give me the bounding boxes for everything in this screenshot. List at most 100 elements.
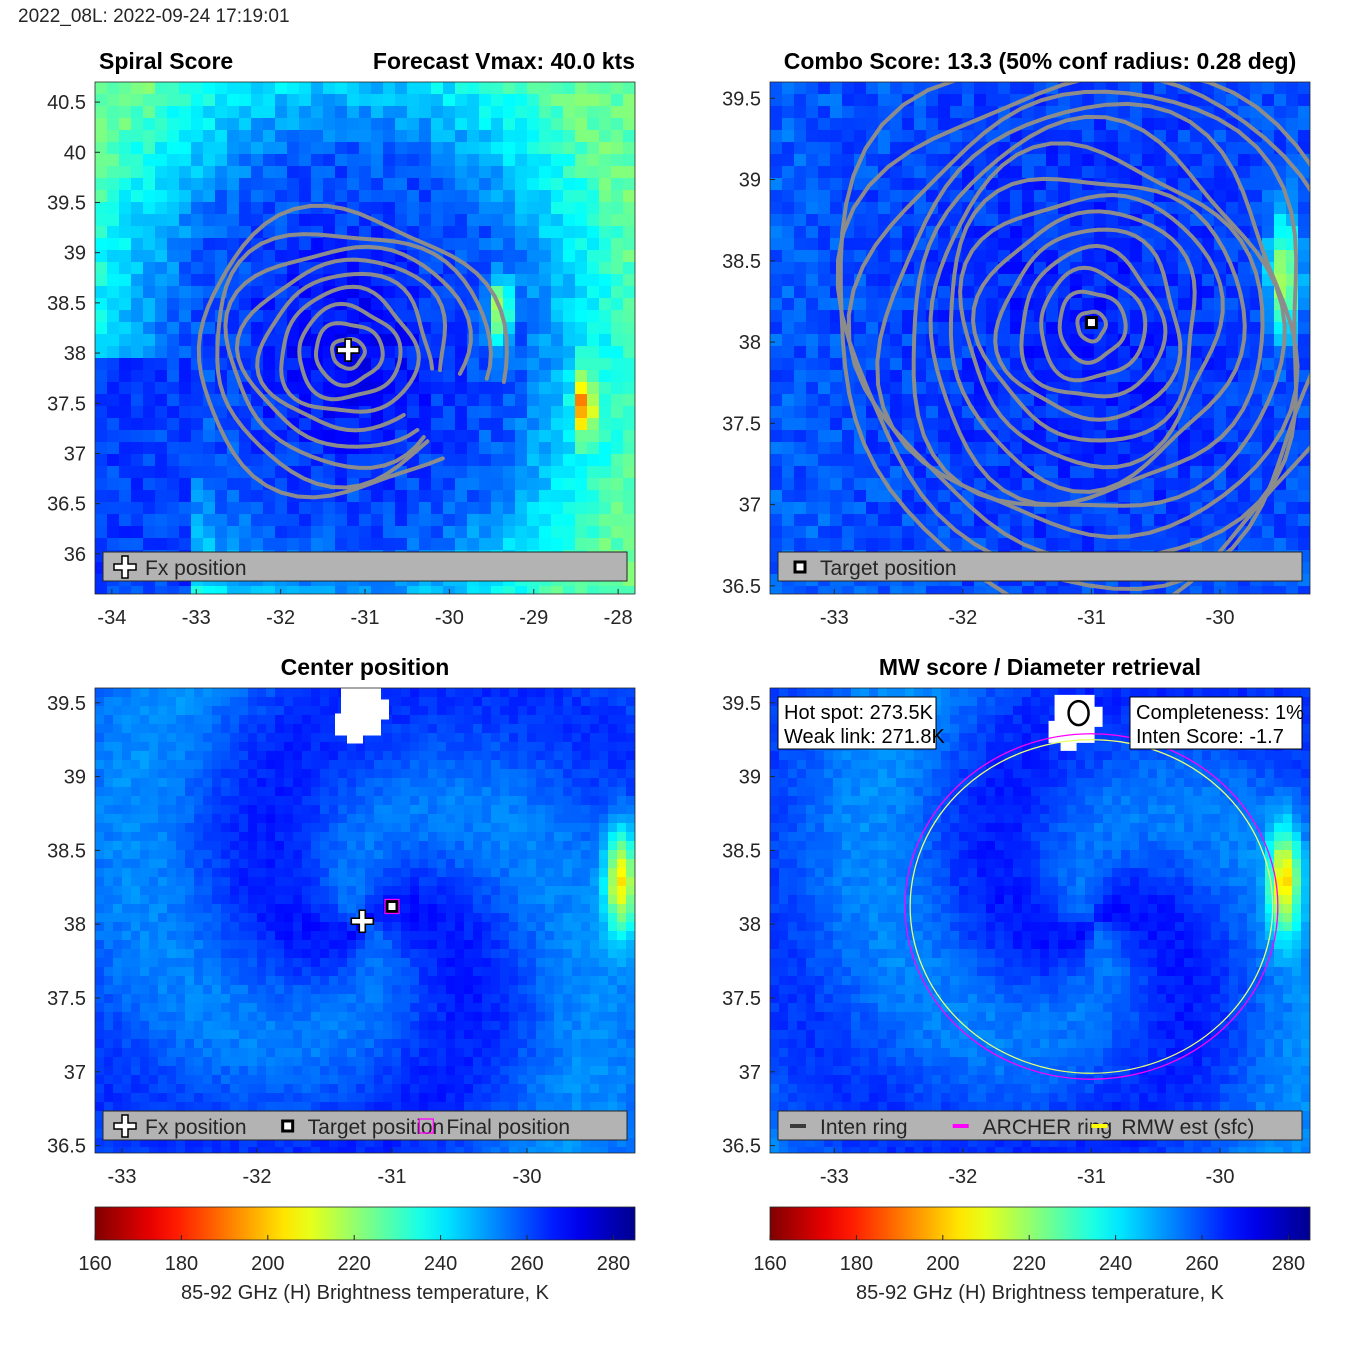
textbox-left-line: Weak link: 271.8K [784,726,945,748]
y-tick-label: 37.5 [722,413,761,435]
contour-2-8 [948,176,1247,494]
contours-2 [835,82,1310,594]
y-tick-label: 39.5 [722,693,761,715]
x-tick-label: -32 [948,1166,977,1188]
colorbar-tick-label: 220 [338,1253,371,1275]
x-tick-label: -34 [97,607,126,629]
panel-title-left: Spiral Score [99,48,233,74]
y-tick-label: 37 [64,1062,86,1084]
legend-4: Inten ring ARCHER ring RMW est (sfc) [777,1110,1303,1141]
y-tick-label: 37.5 [722,988,761,1010]
colorbar-tick-label: 200 [251,1253,284,1275]
y-tick-label: 36.5 [47,1136,86,1158]
legend-2: Target position [777,551,1303,582]
legend-label: Fx position [145,557,247,580]
colorbar-gradient [94,1206,636,1241]
x-tick-label: -33 [182,607,211,629]
axes-box-2 [769,81,1311,595]
colorbar-2: 160 180 200 220 240 260 280 85-92 GHz (H) Brigh… [753,1206,1311,1304]
contour-2-2 [1057,289,1128,365]
contour-2-1 [1075,309,1109,344]
x-tick-label: -31 [351,607,380,629]
legend-label: Target position [308,1116,445,1139]
colorbar-tick-label: 220 [1013,1253,1046,1275]
contour-2-10 [911,114,1287,508]
legend-1: Fx position [102,551,628,582]
y-tick-label: 39 [64,243,86,265]
colorbar-tick-label: 240 [424,1253,457,1275]
colorbar-tick-label: 160 [753,1253,786,1275]
colorbar-tick-label: 260 [510,1253,543,1275]
y-tick-label: 40 [64,142,86,164]
y-tick-label: 38 [739,914,761,936]
missing-data-1 [335,688,389,744]
colorbar-tick-label: 260 [1185,1253,1218,1275]
x-tick-label: -32 [948,607,977,629]
y-tick-label: 40.5 [47,92,86,114]
target-position-marker [385,899,399,913]
colorbar-tick-label: 180 [840,1253,873,1275]
contour-2-5 [993,227,1183,422]
panel-title-right: Forecast Vmax: 40.0 kts [373,48,635,74]
legend-label: Fx position [145,1116,247,1139]
x-tick-label: -33 [108,1166,137,1188]
contour-1-9 [196,203,509,500]
legend-3: Fx position Target position Final position [102,1110,628,1141]
axes-box-3 [94,687,636,1154]
archer-ring [904,733,1279,1080]
panel-2: -33 -32 -31 -30 36.5 37 37.5 38 38.5 39 39.5 Combo … [722,48,1311,629]
contour-1-4 [279,284,421,414]
colorbar-tick-label: 200 [926,1253,959,1275]
y-tick-label: 39.5 [722,88,761,110]
x-tick-label: -31 [1077,607,1106,629]
y-tick-label: 38 [739,332,761,354]
contour-2-11 [875,101,1300,540]
y-tick-label: 38 [64,343,86,365]
x-tick-label: -31 [378,1166,407,1188]
y-tick-label: 36 [64,544,86,566]
contour-1-8 [215,232,493,490]
x-tick-label: -30 [1206,1166,1235,1188]
panel-title: MW score / Diameter retrieval [879,654,1201,680]
y-tick-label: 38.5 [722,251,761,273]
y-tick-label: 37.5 [47,988,86,1010]
colorbar-gradient [769,1206,1311,1241]
textbox-right-line: Completeness: 1% [1136,702,1304,724]
legend-plus-icon [113,1114,137,1138]
colorbar-tick-label: 280 [1272,1253,1305,1275]
legend-square-icon [281,1119,295,1133]
x-tick-label: -30 [435,607,464,629]
colorbar-label: 85-92 GHz (H) Brightness temperature, K [856,1282,1225,1304]
textbox-left-line: Hot spot: 273.5K [784,702,934,724]
colorbar-label: 85-92 GHz (H) Brightness temperature, K [181,1282,550,1304]
contours-1 [196,203,509,500]
legend-label: RMW est (sfc) [1121,1116,1254,1139]
legend-label: Final position [446,1116,570,1139]
legend-magenta-square-icon [418,1118,434,1134]
contour-2-6 [970,209,1197,443]
panel-title: Combo Score: 13.3 (50% conf radius: 0.28… [784,48,1297,74]
y-tick-label: 38.5 [47,293,86,315]
x-tick-label: -30 [513,1166,542,1188]
contour-1-5 [255,271,435,433]
textbox-right: Completeness: 1%Inten Score: -1.7 [1129,696,1304,750]
legend-label: Target position [820,557,957,580]
y-tick-label: 38.5 [722,840,761,862]
contour-2-3 [1039,265,1148,383]
legend-plus-icon [113,555,137,579]
heatmap-1 [95,82,635,594]
inten-ring [1067,699,1090,727]
contour-2-9 [928,141,1265,507]
contour-1-3 [297,301,403,402]
panel-title: Center position [281,654,450,680]
y-tick-label: 36.5 [47,494,86,516]
contour-2-12 [846,89,1299,562]
fx-position-marker [350,909,375,934]
colorbar-tick-label: 180 [165,1253,198,1275]
colorbar-tick-label: 280 [597,1253,630,1275]
x-tick-label: -30 [1206,607,1235,629]
panel-3: -33 -32 -31 -30 36.5 37 37.5 38 38.5 39 39.5 Center… [47,654,636,1188]
legend-square-icon [793,560,807,574]
colorbar-1: 160 180 200 220 240 260 280 85-92 GHz (H) Brigh… [78,1206,636,1304]
